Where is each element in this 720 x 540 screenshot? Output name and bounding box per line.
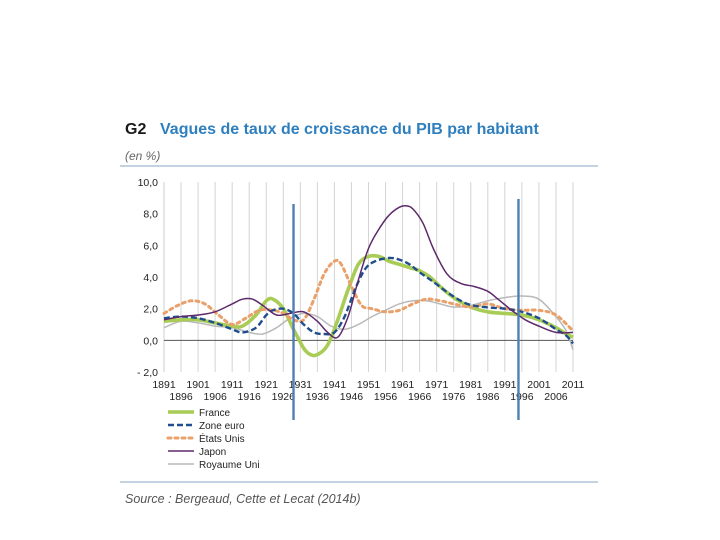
x-tick-label: 1956: [374, 391, 398, 403]
annotation-marker-lines: [292, 199, 520, 420]
y-tick-label: 6,0: [143, 240, 158, 252]
x-tick-label: 1891: [152, 379, 176, 391]
x-tick-label: 1931: [289, 379, 313, 391]
x-tick-label: 1971: [425, 379, 449, 391]
x-tick-label: 1981: [459, 379, 483, 391]
series-line-japon: [163, 204, 574, 339]
y-tick-label: 2,0: [143, 304, 158, 316]
x-tick-label: 1911: [221, 379, 244, 391]
y-tick-label: - 2,0: [137, 367, 158, 379]
x-tick-label: 2001: [527, 379, 551, 391]
series-line-etats-unis: [162, 258, 575, 333]
x-tick-label: 1966: [408, 391, 432, 403]
vertical-gridlines: [180, 182, 574, 372]
series-line-france: [163, 253, 574, 358]
x-tick-label: 1906: [203, 391, 227, 403]
series-lines: [162, 204, 575, 358]
legend-label-france: France: [199, 408, 231, 419]
x-tick-label: 1986: [476, 391, 500, 403]
x-tick-label: 1991: [493, 379, 517, 391]
y-axis-ticks: 10,0 8,0 6,0 4,0 2,0 0,0 - 2,0: [137, 177, 158, 379]
x-tick-label: 1946: [340, 391, 364, 403]
y-tick-label: 4,0: [143, 272, 158, 284]
x-tick-label: 1916: [238, 391, 262, 403]
y-tick-label: 10,0: [138, 177, 159, 189]
legend-label-japon: Japon: [199, 447, 226, 458]
x-tick-label: 2006: [544, 391, 568, 403]
x-tick-label: 1901: [186, 379, 210, 391]
chart-code: G2: [125, 121, 146, 138]
x-tick-label: 1951: [357, 379, 381, 391]
chart-title: Vagues de taux de croissance du PIB par …: [160, 121, 539, 138]
y-tick-label: 0,0: [143, 335, 158, 347]
x-tick-label: 1961: [391, 379, 415, 391]
x-tick-label: 1941: [323, 379, 347, 391]
legend-label-royaume-uni: Royaume Uni: [199, 460, 260, 471]
x-tick-label: 1926: [272, 391, 296, 403]
x-tick-label: 1976: [442, 391, 466, 403]
y-tick-label: 8,0: [143, 209, 158, 221]
x-tick-label: 1921: [255, 379, 279, 391]
x-tick-label: 2011: [562, 379, 585, 391]
source-note: Source : Bergeaud, Cette et Lecat (2014b…: [125, 492, 361, 506]
x-tick-label: 1896: [169, 391, 193, 403]
legend-label-etats-unis: États Unis: [199, 432, 245, 445]
chart-unit-label: (en %): [125, 149, 160, 163]
x-axis-ticks: 1891 1901 1911 1921 1931 1941 1951 1961 1971 1981…: [152, 379, 584, 403]
x-tick-label: 1996: [510, 391, 534, 403]
x-tick-label: 1936: [306, 391, 330, 403]
legend-label-zone-euro: Zone euro: [199, 421, 245, 432]
